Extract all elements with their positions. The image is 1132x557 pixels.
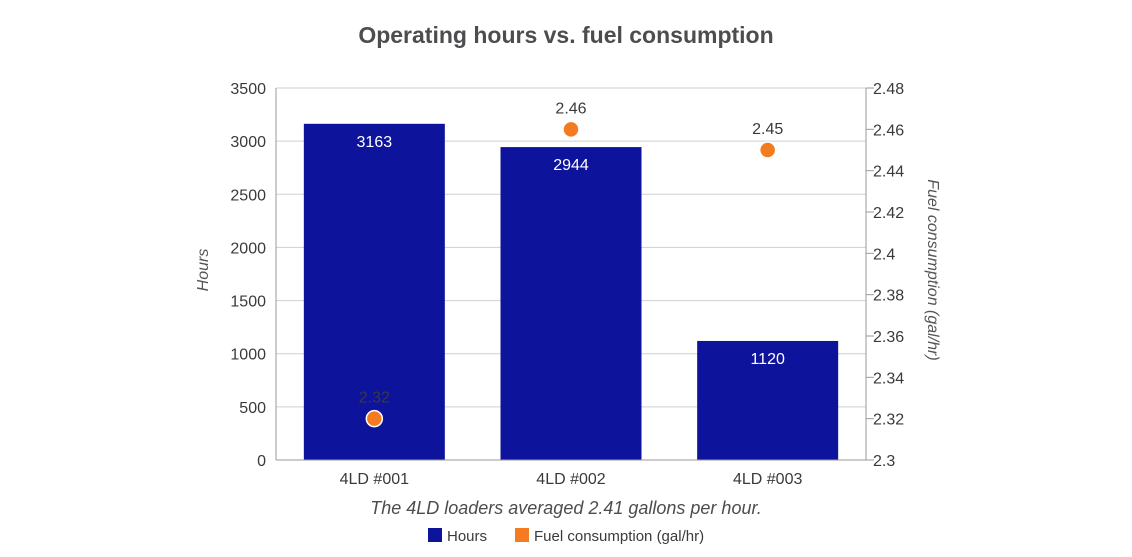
x-tick-label: 4LD #002 — [536, 471, 605, 488]
point-data-label: 2.46 — [555, 100, 586, 117]
y-right-tick-label: 2.4 — [873, 246, 895, 263]
y-left-tick-label: 1500 — [230, 294, 266, 311]
y-right-tick-label: 2.38 — [873, 288, 904, 305]
y-left-tick-label: 2500 — [230, 187, 266, 204]
point-data-label: 2.45 — [752, 121, 783, 138]
y-left-tick-label: 3000 — [230, 134, 266, 151]
scatter-series: 2.32 2.46 2.45 — [359, 100, 783, 428]
y-left-axis-title: Hours — [195, 249, 212, 292]
bar-data-label: 3163 — [357, 134, 393, 151]
bar-data-label: 2944 — [553, 157, 589, 174]
bar — [697, 340, 839, 460]
legend-label: Hours — [447, 528, 487, 545]
legend: Hours Fuel consumption (gal/hr) — [428, 528, 704, 545]
x-tick-label: 4LD #001 — [340, 471, 409, 488]
y-right-axis-title: Fuel consumption (gal/hr) — [924, 179, 941, 360]
bar-data-label: 1120 — [750, 351, 785, 368]
y-right-tick-label: 2.46 — [873, 122, 904, 139]
plot-frame — [275, 88, 867, 461]
y-left-tick-label: 500 — [239, 400, 266, 417]
axes: 0 500 1000 1500 2000 2500 3000 3500 2.3 2.32 2.34 2… — [230, 81, 904, 488]
y-left-tick-label: 0 — [257, 453, 266, 470]
chart-caption: The 4LD loaders averaged 2.41 gallons pe… — [370, 498, 762, 518]
y-right-tick-label: 2.42 — [873, 205, 904, 222]
bar — [303, 123, 445, 460]
x-tick-label: 4LD #003 — [733, 471, 802, 488]
bar-series: 3163 2944 1120 — [303, 123, 839, 461]
y-right-tick-label: 2.32 — [873, 412, 904, 429]
legend-label: Fuel consumption (gal/hr) — [534, 528, 704, 545]
legend-swatch — [428, 528, 442, 542]
y-right-tick-label: 2.34 — [873, 370, 904, 387]
scatter-point — [365, 409, 384, 428]
point-data-label: 2.32 — [359, 390, 390, 407]
y-left-tick-label: 3500 — [230, 81, 266, 98]
y-left-tick-label: 2000 — [230, 240, 266, 257]
y-right-tick-label: 2.44 — [873, 164, 904, 181]
y-right-tick-label: 2.36 — [873, 329, 904, 346]
legend-swatch — [515, 528, 529, 542]
bar — [500, 147, 642, 461]
chart-title: Operating hours vs. fuel consumption — [358, 22, 773, 48]
y-right-tick-label: 2.3 — [873, 453, 895, 470]
scatter-point — [758, 141, 777, 159]
scatter-point — [562, 120, 580, 139]
y-left-tick-label: 1000 — [230, 347, 266, 364]
y-right-tick-label: 2.48 — [873, 81, 904, 98]
